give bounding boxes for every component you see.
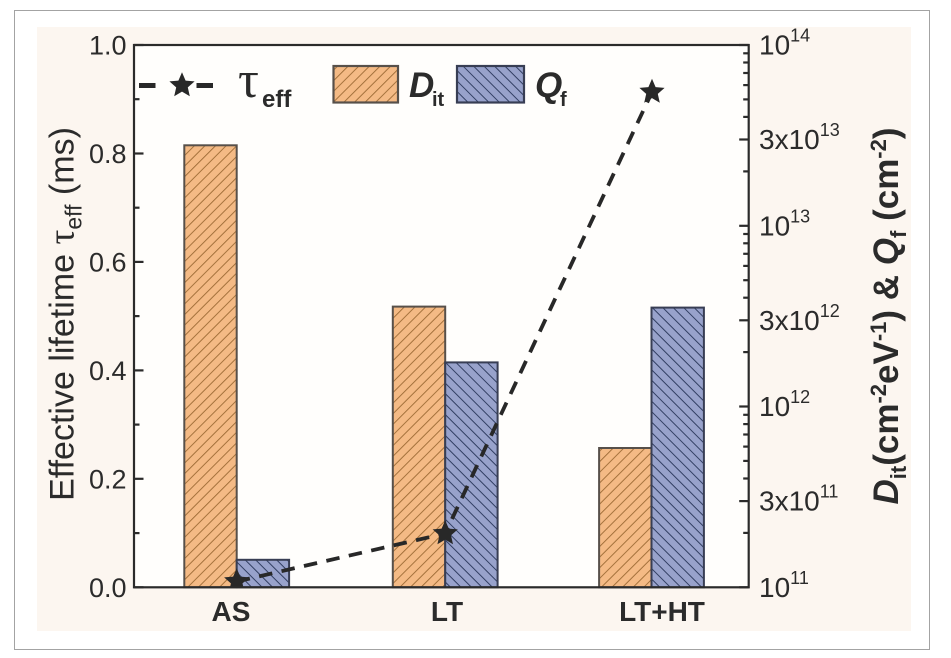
svg-text:Q: Q	[535, 66, 562, 105]
svg-text:D: D	[409, 66, 434, 105]
svg-text:Effective lifetime τeff (ms): Effective lifetime τeff (ms)	[42, 127, 87, 501]
svg-text:Dit(cm-2eV-1) & Qf (cm-2): Dit(cm-2eV-1) & Qf (cm-2)	[866, 127, 911, 504]
svg-text:eff: eff	[262, 86, 292, 113]
svg-text:0.0: 0.0	[89, 573, 127, 603]
svg-text:AS: AS	[212, 596, 251, 627]
svg-text:LT+HT: LT+HT	[619, 596, 705, 627]
svg-text:1013: 1013	[759, 206, 810, 241]
svg-text:LT: LT	[431, 596, 463, 627]
svg-text:0.6: 0.6	[89, 247, 127, 277]
svg-text:1012: 1012	[759, 387, 810, 422]
svg-text:τ: τ	[238, 52, 259, 109]
svg-text:0.4: 0.4	[89, 356, 127, 386]
svg-text:0.2: 0.2	[89, 464, 127, 494]
svg-text:f: f	[560, 89, 567, 111]
svg-text:1.0: 1.0	[89, 31, 127, 61]
svg-text:it: it	[432, 89, 445, 111]
svg-text:0.8: 0.8	[89, 139, 127, 169]
